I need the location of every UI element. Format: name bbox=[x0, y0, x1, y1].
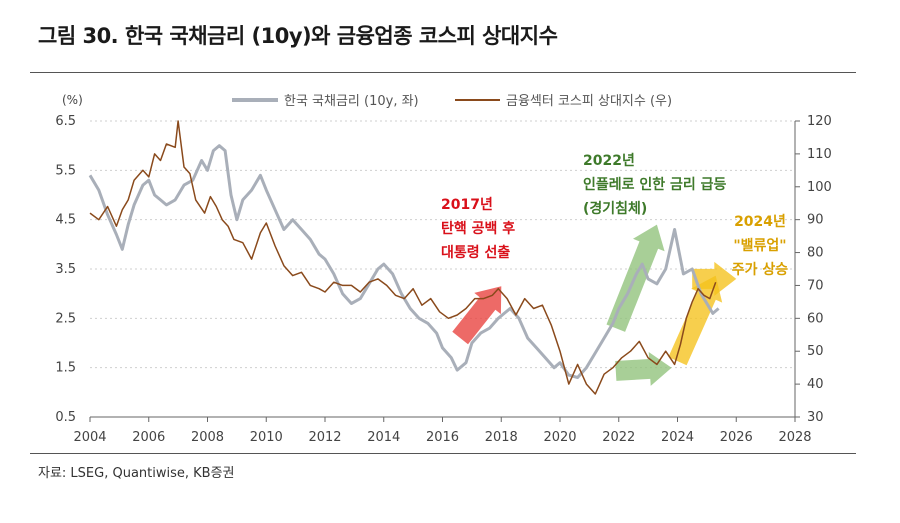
x-tick-label: 2020 bbox=[543, 430, 576, 445]
x-tick-label: 2010 bbox=[250, 430, 283, 445]
y-left-tick-label: 1.5 bbox=[55, 361, 76, 376]
x-tick-label: 2008 bbox=[191, 430, 224, 445]
y-left-tick-label: 3.5 bbox=[55, 262, 76, 277]
annotation-text: "밸류업" bbox=[733, 237, 786, 254]
chart-ticks: 6.5 5.5 4.5 3.5 2.5 1.5 0.5 (%) 120 110 100 90 80 70 6… bbox=[55, 93, 832, 445]
y-left-unit-label: (%) bbox=[62, 93, 83, 107]
y-right-tick-label: 110 bbox=[807, 147, 832, 162]
top-divider bbox=[30, 72, 856, 73]
x-tick-label: 2024 bbox=[661, 430, 694, 445]
y-right-tick-label: 120 bbox=[807, 114, 832, 129]
annotation-text: (경기침체) bbox=[583, 200, 647, 217]
y-left-tick-label: 6.5 bbox=[55, 114, 76, 129]
x-tick-label: 2004 bbox=[73, 430, 106, 445]
y-left-tick-label: 0.5 bbox=[55, 410, 76, 425]
x-tick-label: 2006 bbox=[132, 430, 165, 445]
source-note: 자료: LSEG, Quantiwise, KB증권 bbox=[38, 466, 235, 481]
y-left-tick-label: 2.5 bbox=[55, 311, 76, 326]
y-right-tick-label: 90 bbox=[807, 213, 824, 228]
series-line-kospi-financials bbox=[89, 120, 717, 395]
x-tick-label: 2028 bbox=[778, 430, 811, 445]
y-right-tick-label: 60 bbox=[807, 311, 824, 326]
x-tick-label: 2018 bbox=[485, 430, 518, 445]
x-tick-label: 2026 bbox=[720, 430, 753, 445]
annotation-text: 대통령 선출 bbox=[441, 244, 510, 261]
arrow-2022-kospi bbox=[615, 352, 672, 386]
arrow-2024-flat bbox=[692, 261, 737, 296]
y-right-tick-label: 50 bbox=[807, 344, 824, 359]
annotation-text: 2022년 bbox=[583, 153, 635, 169]
y-left-tick-label: 4.5 bbox=[55, 213, 76, 228]
arrow-2017 bbox=[452, 286, 502, 345]
page-title: 그림 30. 한국 국채금리 (10y)와 금융업종 코스피 상대지수 bbox=[38, 24, 558, 48]
y-right-tick-label: 80 bbox=[807, 246, 824, 261]
y-left-tick-label: 5.5 bbox=[55, 163, 76, 178]
annotation-text: 탄핵 공백 후 bbox=[441, 220, 515, 237]
bottom-divider bbox=[30, 453, 856, 454]
arrow-2024 bbox=[668, 275, 723, 366]
annotation-text: 2017년 bbox=[441, 197, 493, 213]
legend-label-kospi: 금융섹터 코스피 상대지수 (우) bbox=[506, 94, 672, 109]
annotation-text: 인플레로 인한 금리 급등 bbox=[583, 176, 727, 193]
chart-lines bbox=[88, 120, 720, 395]
chart-legend: 한국 국채금리 (10y, 좌) 금융섹터 코스피 상대지수 (우) bbox=[232, 94, 672, 109]
annotation-text: 2024년 bbox=[734, 214, 786, 230]
legend-label-bond: 한국 국채금리 (10y, 좌) bbox=[284, 94, 419, 109]
y-right-tick-label: 70 bbox=[807, 278, 824, 293]
y-right-tick-label: 40 bbox=[807, 377, 824, 392]
x-tick-label: 2016 bbox=[426, 430, 459, 445]
x-tick-label: 2012 bbox=[308, 430, 341, 445]
y-right-tick-label: 100 bbox=[807, 180, 832, 195]
y-right-tick-label: 30 bbox=[807, 410, 824, 425]
x-tick-label: 2022 bbox=[602, 430, 635, 445]
series-line-bond-yield bbox=[88, 144, 720, 379]
x-tick-label: 2014 bbox=[367, 430, 400, 445]
annotation-text: 주가 상승 bbox=[732, 262, 789, 278]
